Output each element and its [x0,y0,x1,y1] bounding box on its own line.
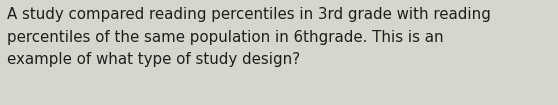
Text: A study compared reading percentiles in 3rd grade with reading
percentiles of th: A study compared reading percentiles in … [7,7,491,67]
